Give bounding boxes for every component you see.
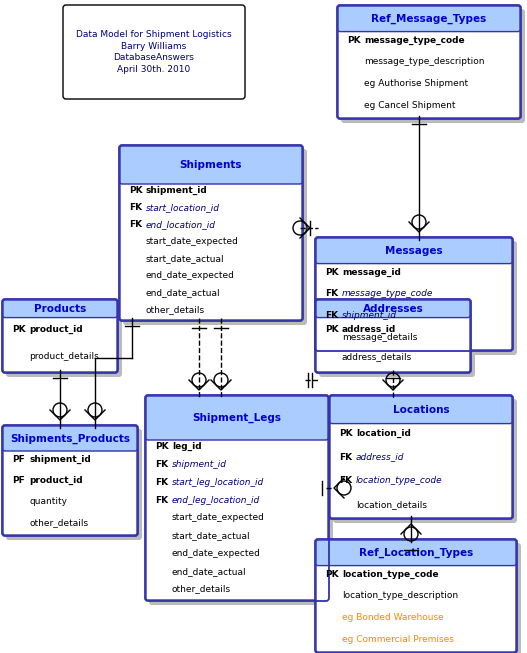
Text: FK: FK [339, 453, 352, 462]
Text: start_date_expected: start_date_expected [146, 237, 239, 246]
FancyBboxPatch shape [341, 9, 525, 123]
Text: quantity: quantity [29, 497, 67, 506]
Text: end_date_actual: end_date_actual [146, 288, 221, 297]
Text: other_details: other_details [29, 518, 88, 527]
Text: Locations: Locations [393, 405, 450, 415]
FancyBboxPatch shape [316, 562, 516, 652]
Text: Messages: Messages [385, 246, 443, 256]
Text: product_id: product_id [29, 476, 83, 485]
FancyBboxPatch shape [63, 5, 245, 99]
Text: FK: FK [129, 203, 142, 212]
Text: product_id: product_id [29, 325, 83, 334]
Text: message_type_code: message_type_code [342, 289, 433, 298]
Text: Shipments_Products: Shipments_Products [10, 434, 130, 443]
Text: location_type_code: location_type_code [342, 570, 438, 579]
Text: location_type_code: location_type_code [356, 476, 443, 485]
FancyBboxPatch shape [123, 149, 307, 325]
Text: shipment_id: shipment_id [172, 460, 227, 469]
Text: shipment_id: shipment_id [146, 186, 208, 195]
FancyBboxPatch shape [338, 27, 520, 118]
FancyBboxPatch shape [319, 543, 521, 653]
Text: FK: FK [325, 289, 338, 298]
Text: FK: FK [155, 478, 168, 487]
Text: message_type_description: message_type_description [364, 57, 484, 67]
FancyBboxPatch shape [316, 300, 470, 317]
Text: location_type_description: location_type_description [342, 592, 458, 601]
Text: PK: PK [325, 570, 339, 579]
Text: start_leg_location_id: start_leg_location_id [172, 478, 264, 487]
FancyBboxPatch shape [330, 396, 512, 424]
Text: message_id: message_id [342, 268, 401, 277]
Text: PF: PF [12, 455, 25, 464]
FancyBboxPatch shape [149, 399, 333, 605]
FancyBboxPatch shape [316, 313, 470, 372]
FancyBboxPatch shape [316, 238, 512, 264]
Text: address_id: address_id [356, 453, 405, 462]
FancyBboxPatch shape [338, 6, 520, 31]
Text: PK: PK [129, 186, 143, 195]
Text: Products: Products [34, 304, 86, 314]
Text: PK: PK [325, 325, 339, 334]
Text: Ref_Location_Types: Ref_Location_Types [359, 548, 473, 558]
Text: FK: FK [129, 220, 142, 229]
FancyBboxPatch shape [120, 146, 302, 184]
Text: address_details: address_details [342, 352, 412, 361]
FancyBboxPatch shape [316, 260, 512, 350]
Text: Shipment_Legs: Shipment_Legs [192, 413, 281, 423]
Text: product_details: product_details [29, 352, 99, 361]
Text: FK: FK [155, 460, 168, 469]
FancyBboxPatch shape [3, 447, 137, 535]
Text: shipment_id: shipment_id [342, 311, 397, 320]
FancyBboxPatch shape [3, 300, 117, 317]
FancyBboxPatch shape [3, 313, 117, 372]
Text: other_details: other_details [172, 584, 231, 594]
Text: end_date_expected: end_date_expected [172, 549, 261, 558]
Text: start_date_actual: start_date_actual [172, 532, 251, 540]
Text: PK: PK [12, 325, 26, 334]
Text: end_location_id: end_location_id [146, 220, 216, 229]
FancyBboxPatch shape [6, 303, 122, 377]
Text: leg_id: leg_id [172, 442, 202, 451]
FancyBboxPatch shape [3, 426, 137, 451]
Text: PK: PK [347, 36, 360, 45]
Text: shipment_id: shipment_id [29, 455, 91, 464]
FancyBboxPatch shape [6, 429, 142, 540]
FancyBboxPatch shape [319, 241, 517, 355]
Text: Shipments: Shipments [180, 160, 242, 170]
FancyBboxPatch shape [146, 396, 328, 440]
Text: location_id: location_id [356, 429, 411, 438]
FancyBboxPatch shape [330, 420, 512, 518]
Text: PK: PK [155, 442, 169, 451]
Text: start_date_actual: start_date_actual [146, 254, 225, 263]
Text: PF: PF [12, 476, 25, 485]
Text: address_id: address_id [342, 325, 396, 334]
FancyBboxPatch shape [120, 180, 302, 320]
Text: start_location_id: start_location_id [146, 203, 220, 212]
Text: FK: FK [339, 476, 352, 485]
Text: eg Commercial Premises: eg Commercial Premises [342, 635, 454, 644]
Text: eg Bonded Warehouse: eg Bonded Warehouse [342, 613, 444, 622]
Text: location_details: location_details [356, 500, 427, 509]
Text: end_leg_location_id: end_leg_location_id [172, 496, 260, 505]
FancyBboxPatch shape [333, 399, 517, 523]
Text: FK: FK [155, 496, 168, 505]
FancyBboxPatch shape [316, 540, 516, 565]
Text: other_details: other_details [146, 305, 205, 314]
Text: eg Cancel Shipment: eg Cancel Shipment [364, 101, 455, 110]
Text: PK: PK [325, 268, 339, 277]
Text: start_date_expected: start_date_expected [172, 513, 265, 522]
Text: PK: PK [339, 429, 353, 438]
Text: Ref_Message_Types: Ref_Message_Types [372, 14, 486, 24]
FancyBboxPatch shape [319, 303, 475, 377]
Text: end_date_actual: end_date_actual [172, 567, 247, 576]
Text: Addresses: Addresses [363, 304, 423, 314]
Text: eg Authorise Shipment: eg Authorise Shipment [364, 79, 468, 88]
Text: Data Model for Shipment Logistics
Barry Williams
DatabaseAnswers
April 30th. 201: Data Model for Shipment Logistics Barry … [76, 30, 232, 74]
FancyBboxPatch shape [146, 436, 328, 600]
Text: end_date_expected: end_date_expected [146, 271, 235, 280]
Text: FK: FK [325, 311, 338, 320]
Text: message_details: message_details [342, 332, 417, 342]
Text: message_type_code: message_type_code [364, 36, 465, 45]
